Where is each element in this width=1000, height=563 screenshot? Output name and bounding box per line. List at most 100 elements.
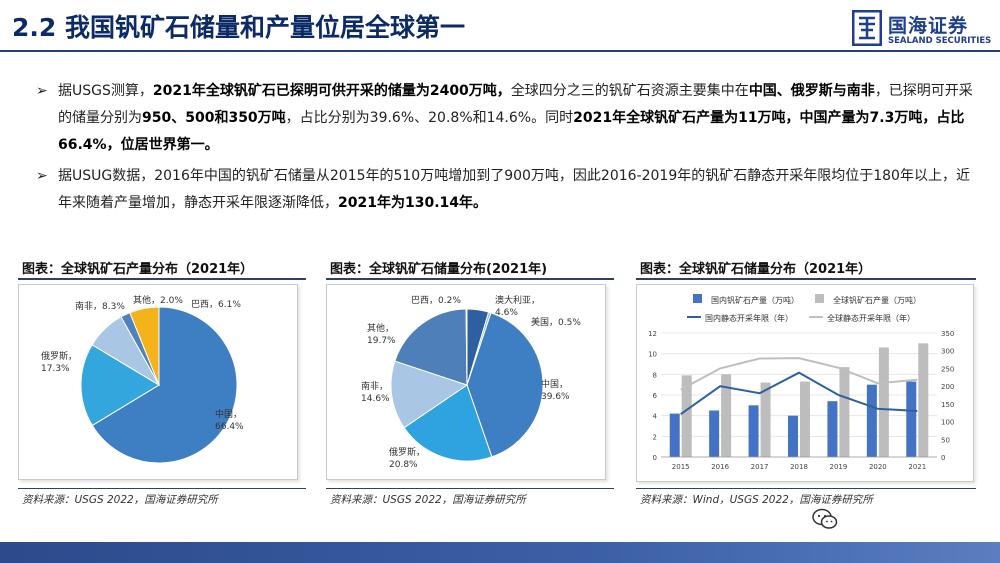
pie-label-russia: 俄罗斯， 20.8% [389, 448, 426, 470]
legend-label: 全球钒矿石产量（万吨） [833, 295, 921, 305]
chart-source-rule [636, 488, 976, 489]
legend-swatch [693, 294, 702, 303]
bullet-arrow-icon: ➢ [36, 83, 48, 99]
bullet-seg: 950、500和350万吨 [142, 110, 286, 126]
x-tick-label: 2016 [711, 463, 729, 471]
bar-2015-1 [681, 375, 692, 457]
left-tick-label: 0 [653, 454, 657, 462]
right-tick-label: 350 [941, 330, 954, 338]
pie-slice-俄罗斯 [403, 384, 493, 462]
production-chart-title: 图表：全球钒矿石产量分布（2021年） [22, 262, 254, 277]
legend-label: 国内静态开采年限（年） [705, 313, 793, 323]
bullet-seg: 2021年全球钒矿石已探明可供开采的储量为2400万吨， [152, 83, 511, 99]
x-tick-label: 2020 [869, 463, 887, 471]
reserves-chart-title: 图表：全球钒矿石储量分布(2021年) [330, 262, 548, 277]
chart-title-rule [18, 278, 306, 280]
x-tick-label: 2018 [790, 463, 808, 471]
production-pie-chart [80, 306, 238, 464]
brand-logo: 国海证券 SEALAND SECURITIES [852, 10, 992, 50]
right-tick-label: 100 [941, 419, 954, 427]
bullet-seg: 据USUG数据，2016年中国的钒矿石储量从2015年的510万吨增加到了900… [58, 168, 970, 211]
legend-swatch [815, 294, 824, 303]
bar-2021-1 [918, 343, 929, 457]
pie-label-brazil: 巴西，6.1% [191, 300, 241, 310]
pie-slice-中国 [91, 306, 238, 464]
logo-english: SEALAND SECURITIES [888, 36, 992, 46]
wechat-icon [812, 508, 838, 529]
bullet-seg: ，已探明可开采的储量分别为 [58, 83, 973, 126]
bar-2020-0 [866, 384, 877, 457]
right-tick-label: 150 [941, 401, 954, 409]
pie-slice-巴西 [465, 308, 468, 386]
x-tick-label: 2017 [751, 463, 769, 471]
combo-chart-panel: 国内钒矿石产量（万吨） 全球钒矿石产量（万吨） 国内静态开采年限（年） 全球静态开采年… [636, 284, 974, 482]
left-tick-label: 8 [653, 371, 657, 379]
left-tick-label: 4 [653, 413, 658, 421]
combo-chart-source: 资料来源：Wind，USGS 2022，国海证券研究所 [640, 494, 873, 506]
left-tick-label: 2 [653, 433, 657, 441]
bar-2017-1 [760, 382, 771, 457]
bar-2016-0 [709, 410, 720, 457]
production-chart-panel: 中国， 66.4% 俄罗斯， 17.3% 南非，8.3% 其他，2.0% 巴西，6.… [18, 284, 298, 480]
legend-label: 国内钒矿石产量（万吨） [711, 295, 799, 305]
logo-name: 国海证券 [888, 15, 969, 37]
bar-2019-1 [839, 367, 850, 457]
x-tick-label: 2015 [672, 463, 690, 471]
combo-bar-line-chart: 国内钒矿石产量（万吨） 全球钒矿石产量（万吨） 国内静态开采年限（年） 全球静态开采年… [648, 294, 954, 471]
bullet-seg: 2021年为130.14年。 [338, 195, 487, 211]
bar-2021-0 [906, 381, 917, 457]
chart-source-rule [18, 488, 306, 489]
bar-2019-0 [827, 401, 838, 457]
right-tick-label: 0 [941, 454, 945, 462]
bar-2018-1 [800, 381, 810, 457]
pie-slice-巴西 [129, 306, 160, 386]
right-tick-label: 250 [941, 365, 954, 373]
pie-label-usa: 美国，0.5% [531, 318, 581, 328]
bar-2015-0 [669, 413, 680, 457]
bullet-usug: ➢ 据USUG数据，2016年中国的钒矿石储量从2015年的510万吨增加到了9… [36, 163, 976, 217]
pie-slice-中国 [466, 312, 544, 458]
pie-label-australia: 澳大利亚， 4.6% [495, 296, 541, 318]
bullet-seg: 中国、俄罗斯与南非 [748, 83, 875, 99]
line-series-3 [680, 357, 918, 391]
pie-label-south-africa: 南非，8.3% [75, 302, 125, 312]
pie-slice-其他 [394, 308, 468, 386]
chart-source-rule [326, 488, 614, 489]
bullet-seg: ，占比分别为39.6%、20.8%和14.6%。同时 [285, 110, 574, 126]
bullet-seg: 据USGS测算， [58, 83, 153, 99]
reserves-pie-chart [390, 308, 544, 462]
pie-slice-俄罗斯 [80, 344, 160, 427]
pie-label-brazil: 巴西，0.2% [411, 296, 461, 306]
bar-2018-0 [788, 415, 798, 457]
pie-label-other: 其他， 19.7% [367, 324, 396, 346]
bullet-seg: 2021年全球钒矿石产量为11万吨，中国产量为7.3万吨，占比66.4%，位居世… [58, 110, 965, 153]
pie-label-russia: 俄罗斯， 17.3% [41, 352, 78, 374]
pie-label-south-africa: 南非， 14.6% [361, 382, 390, 404]
bar-2016-1 [721, 374, 732, 457]
right-tick-label: 300 [941, 348, 954, 356]
line-series-2 [680, 371, 918, 415]
pie-label-other: 其他，2.0% [133, 296, 183, 306]
page-title: 2.2 我国钒矿石储量和产量位居全球第一 [12, 13, 465, 42]
combo-chart-title: 图表：全球钒矿石储量分布（2021年） [640, 262, 872, 277]
bullet-seg: 全球四分之三的钒矿石资源主要集中在 [510, 83, 749, 99]
bar-2020-1 [878, 347, 889, 457]
left-tick-label: 6 [653, 392, 658, 400]
reserves-chart-panel: 中国， 39.6% 俄罗斯， 20.8% 南非， 14.6% 其他， 19.7% 巴西，… [326, 284, 606, 480]
sealand-logo-icon [852, 10, 882, 46]
reserves-chart-source: 资料来源：USGS 2022，国海证券研究所 [330, 494, 526, 506]
legend-label: 全球静态开采年限（年） [827, 313, 915, 323]
production-chart-source: 资料来源：USGS 2022，国海证券研究所 [22, 494, 218, 506]
left-tick-label: 10 [648, 351, 657, 359]
right-tick-label: 50 [941, 436, 950, 444]
pie-label-china: 中国， 66.4% [215, 410, 244, 432]
x-tick-label: 2019 [830, 463, 848, 471]
bullet-arrow-icon: ➢ [36, 168, 48, 184]
chart-title-rule [326, 278, 614, 280]
bar-2017-0 [748, 405, 759, 457]
right-tick-label: 200 [941, 383, 954, 391]
footer-bar [0, 542, 1000, 563]
title-divider [0, 50, 1000, 52]
left-tick-label: 12 [648, 330, 657, 338]
chart-title-rule [636, 278, 976, 280]
